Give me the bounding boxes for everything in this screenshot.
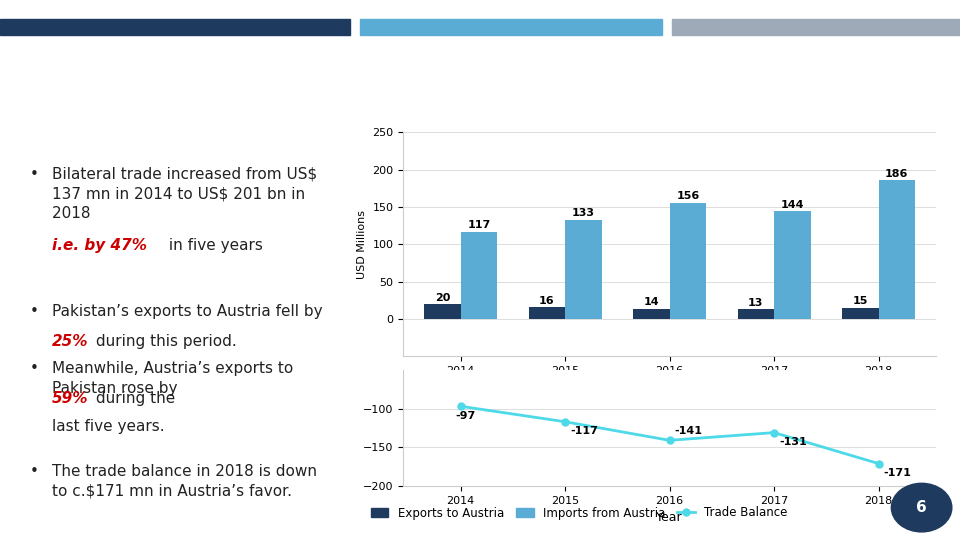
- Bar: [774, 212, 810, 319]
- Bar: [737, 309, 774, 319]
- Text: •: •: [30, 361, 38, 376]
- Bar: [842, 308, 878, 319]
- Text: 117: 117: [468, 220, 491, 230]
- Text: 14: 14: [643, 297, 660, 307]
- Bar: [461, 232, 497, 319]
- Text: 15: 15: [852, 296, 868, 306]
- Bar: [360, 19, 662, 35]
- Text: PAKISTAN AUSTRIA TRADE TRENDS: PAKISTAN AUSTRIA TRADE TRENDS: [21, 75, 785, 113]
- Text: 13: 13: [748, 298, 763, 308]
- Text: last five years.: last five years.: [52, 419, 164, 434]
- Text: -117: -117: [570, 427, 598, 436]
- Text: 186: 186: [885, 168, 908, 179]
- Text: 16: 16: [539, 295, 555, 306]
- Bar: [424, 304, 461, 319]
- Bar: [0, 19, 350, 35]
- Text: 59%: 59%: [52, 392, 88, 407]
- Text: Meanwhile, Austria’s exports to
Pakistan rose by: Meanwhile, Austria’s exports to Pakistan…: [52, 361, 293, 396]
- Text: -141: -141: [675, 426, 703, 436]
- Text: 20: 20: [435, 293, 450, 302]
- Text: •: •: [30, 166, 38, 181]
- Text: during the: during the: [90, 392, 175, 407]
- Text: i.e. by 47%: i.e. by 47%: [52, 238, 147, 253]
- Text: Pakistan’s exports to Austria fell by: Pakistan’s exports to Austria fell by: [52, 304, 323, 339]
- Y-axis label: USD Millions: USD Millions: [357, 210, 367, 279]
- Text: during this period.: during this period.: [90, 334, 236, 348]
- Bar: [878, 180, 915, 319]
- Text: The trade balance in 2018 is down
to c.$171 mn in Austria’s favor.: The trade balance in 2018 is down to c.$…: [52, 464, 317, 499]
- Text: -171: -171: [884, 468, 912, 478]
- Text: 6: 6: [916, 500, 927, 515]
- Text: 133: 133: [572, 208, 595, 218]
- Text: -97: -97: [455, 411, 476, 421]
- Bar: [565, 220, 602, 319]
- Text: Bilateral trade increased from US$
137 mn in 2014 to US$ 201 bn in
2018: Bilateral trade increased from US$ 137 m…: [52, 166, 317, 221]
- Text: 25%: 25%: [52, 334, 88, 348]
- Text: 156: 156: [676, 191, 700, 201]
- Legend: Exports to Austria, Imports from Austria, Trade Balance: Exports to Austria, Imports from Austria…: [371, 507, 788, 519]
- Bar: [672, 19, 960, 35]
- Circle shape: [891, 483, 952, 532]
- Text: 144: 144: [780, 200, 804, 210]
- Bar: [633, 308, 670, 319]
- Bar: [670, 202, 707, 319]
- Text: -131: -131: [780, 437, 807, 447]
- Bar: [529, 307, 565, 319]
- Text: in five years: in five years: [164, 238, 263, 253]
- X-axis label: Year: Year: [657, 511, 683, 524]
- Text: •: •: [30, 304, 38, 319]
- Text: •: •: [30, 464, 38, 479]
